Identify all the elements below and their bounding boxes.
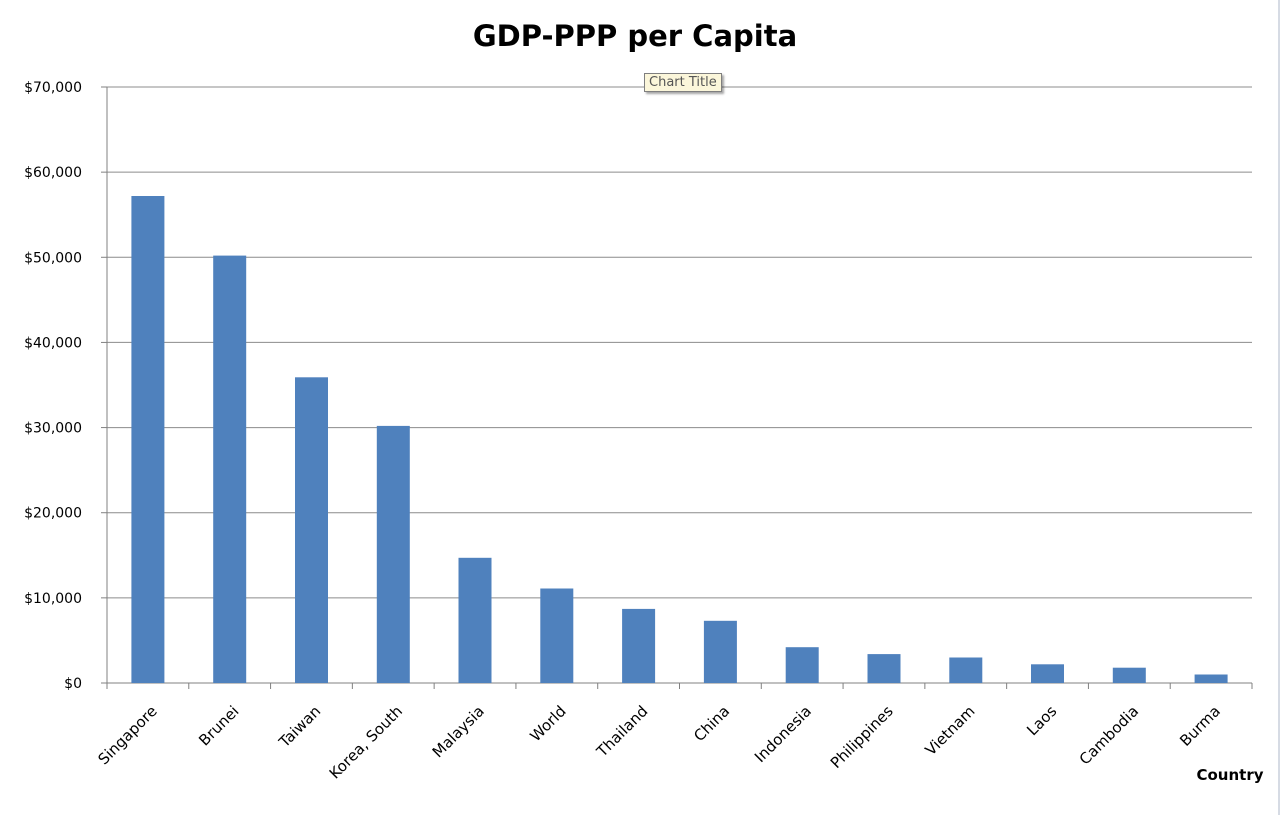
bar-philippines[interactable]	[867, 654, 901, 683]
bar-china[interactable]	[703, 620, 737, 683]
y-tick-label: $60,000	[24, 165, 82, 181]
x-tick-label: Vietnam	[922, 702, 979, 759]
bars	[131, 196, 1228, 684]
x-tick-label: Philippines	[827, 702, 897, 772]
bar-malaysia[interactable]	[458, 557, 492, 683]
bar-laos[interactable]	[1031, 664, 1064, 683]
bar-indonesia[interactable]	[785, 647, 819, 683]
y-tick-label: $30,000	[24, 421, 82, 437]
x-axis-title[interactable]: Country	[1196, 766, 1263, 784]
x-axis-ticks: Singapore Brunei Taiwan Korea, South Malaysi…	[94, 683, 1253, 782]
bar-vietnam[interactable]	[949, 657, 983, 684]
chart-title[interactable]: GDP-PPP per Capita	[473, 19, 797, 53]
chart-title-tooltip: Chart Title	[644, 73, 722, 92]
x-tick-label: Singapore	[94, 702, 160, 768]
gridlines	[106, 86, 1252, 684]
bar-korea-south[interactable]	[376, 425, 410, 683]
bar-taiwan[interactable]	[295, 377, 328, 683]
y-tick-label: $0	[64, 676, 82, 692]
bar-cambodia[interactable]	[1112, 667, 1146, 683]
x-tick-label: Cambodia	[1076, 702, 1142, 768]
y-tick-label: $40,000	[24, 335, 82, 351]
x-tick-label: Taiwan	[275, 702, 325, 752]
y-tick-label: $70,000	[24, 80, 82, 96]
x-tick-label: Malaysia	[429, 702, 488, 761]
bar-thailand[interactable]	[622, 608, 656, 683]
bar-burma[interactable]	[1194, 674, 1228, 684]
x-tick-label: Thailand	[592, 702, 651, 761]
y-axis-ticks: $0 $10,000 $20,000 $30,000 $40,000 $50,000 $60…	[24, 80, 107, 692]
bar-brunei[interactable]	[213, 255, 247, 683]
x-tick-label: Korea, South	[326, 702, 406, 782]
y-tick-label: $10,000	[24, 591, 82, 607]
window-edge	[1278, 0, 1280, 815]
x-tick-label: China	[690, 702, 733, 745]
y-tick-label: $20,000	[24, 506, 82, 522]
x-tick-label: Brunei	[195, 702, 242, 749]
x-tick-label: Burma	[1176, 702, 1224, 750]
x-tick-label: Laos	[1023, 702, 1060, 739]
bar-singapore[interactable]	[131, 196, 165, 683]
y-tick-label: $50,000	[24, 250, 82, 266]
bar-world[interactable]	[540, 588, 574, 684]
x-tick-label: World	[527, 702, 570, 745]
x-tick-label: Indonesia	[751, 702, 815, 766]
